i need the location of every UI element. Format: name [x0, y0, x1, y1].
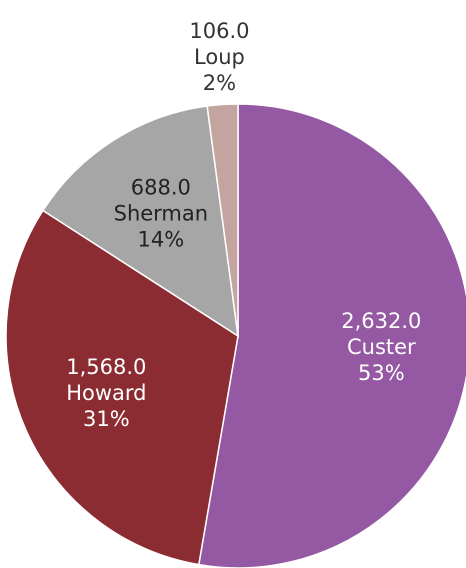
category-label: Custer — [347, 335, 416, 359]
value-label: 688.0 — [131, 176, 191, 200]
category-label: Loup — [194, 45, 245, 69]
category-label: Sherman — [114, 202, 208, 226]
percent-label: 14% — [138, 228, 185, 252]
pie-slice — [197, 103, 466, 568]
category-label: Howard — [66, 381, 146, 405]
value-label: 2,632.0 — [341, 309, 421, 333]
value-label: 106.0 — [189, 19, 249, 43]
value-label: 1,568.0 — [66, 355, 146, 379]
percent-label: 2% — [203, 71, 236, 95]
percent-label: 31% — [83, 407, 130, 431]
pie-slice — [206, 103, 239, 337]
pie-slice — [41, 105, 239, 338]
percent-label: 53% — [358, 361, 405, 385]
